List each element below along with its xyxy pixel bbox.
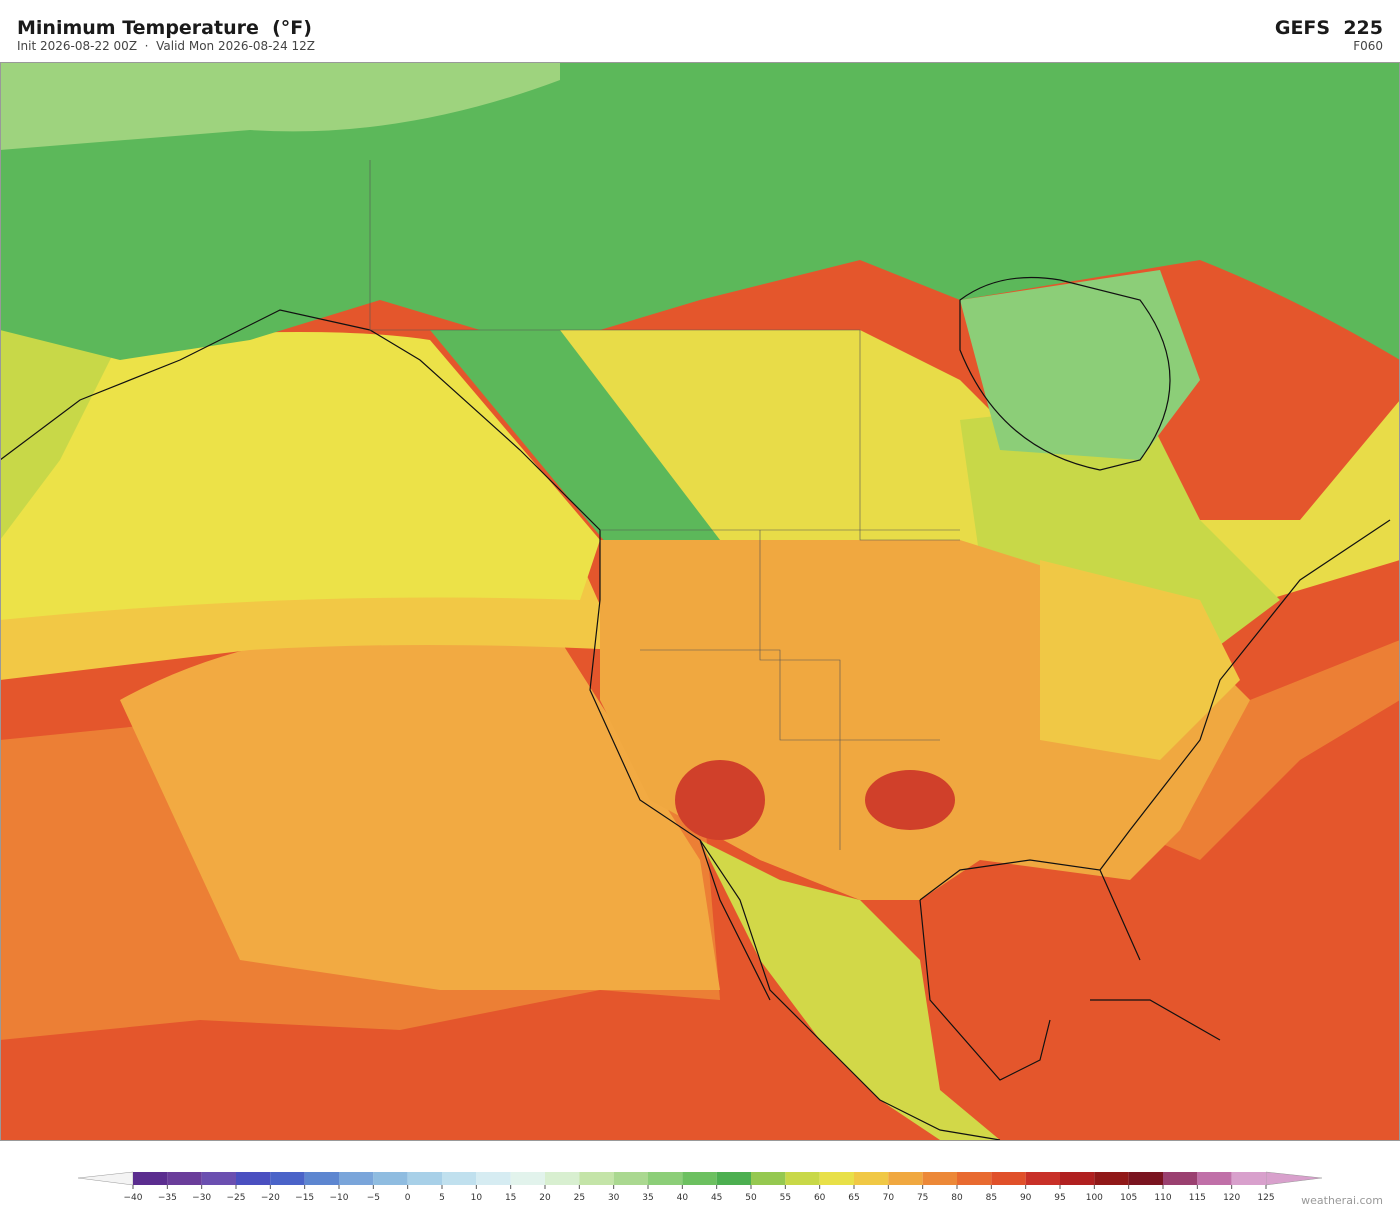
colorbar-tick-label: −40 — [124, 1193, 143, 1203]
colorbar-segment — [888, 1172, 923, 1185]
colorbar-segment — [1231, 1172, 1266, 1185]
colorbar-segment — [545, 1172, 580, 1185]
colorbar-tick-label: 35 — [642, 1193, 653, 1203]
colorbar-segment — [510, 1172, 545, 1185]
colorbar-tick-label: 90 — [1020, 1193, 1032, 1203]
colorbar-segment — [304, 1172, 339, 1185]
colorbar-tick-label: −35 — [158, 1193, 177, 1203]
colorbar-segment — [1094, 1172, 1129, 1185]
colorbar-tick-label: 70 — [883, 1193, 895, 1203]
colorbar-tick-label: 115 — [1189, 1193, 1206, 1203]
colorbar-tick-label: 30 — [608, 1193, 620, 1203]
colorbar-tick-label: −10 — [330, 1193, 349, 1203]
colorbar-segment — [682, 1172, 717, 1185]
model-label: GEFS 225 — [1275, 17, 1383, 39]
map — [0, 62, 1400, 1141]
colorbar-segment — [819, 1172, 854, 1185]
colorbar-segment — [407, 1172, 442, 1185]
colorbar-segment — [613, 1172, 648, 1185]
colorbar-segment — [133, 1172, 168, 1185]
colorbar-tick-label: 25 — [574, 1193, 585, 1203]
colorbar-tick-label: 120 — [1223, 1193, 1240, 1203]
colorbar-tick-label: 110 — [1154, 1193, 1171, 1203]
colorbar-tick-label: −5 — [367, 1193, 380, 1203]
colorbar-tick-label: 100 — [1086, 1193, 1103, 1203]
colorbar-tick-label: 20 — [539, 1193, 551, 1203]
colorbar-tick-label: 15 — [505, 1193, 516, 1203]
colorbar-segment — [957, 1172, 992, 1185]
colorbar-segment — [1060, 1172, 1095, 1185]
colorbar-tick-label: 50 — [745, 1193, 757, 1203]
colorbar-segment — [1025, 1172, 1060, 1185]
colorbar-tick-label: 105 — [1120, 1193, 1137, 1203]
colorbar-high-extension — [1265, 1171, 1323, 1186]
colorbar-tick-label: 75 — [917, 1193, 928, 1203]
colorbar-segment — [373, 1172, 408, 1185]
colorbar-segment — [1163, 1172, 1198, 1185]
colorbar-segment — [270, 1172, 305, 1185]
colorbar-tick-label: 0 — [405, 1193, 411, 1203]
colorbar-segment — [648, 1172, 683, 1185]
colorbar-segment — [339, 1172, 374, 1185]
colorbar-segment — [854, 1172, 889, 1185]
colorbar-segment — [716, 1172, 751, 1185]
colorbar-segment — [785, 1172, 820, 1185]
title: Minimum Temperature (°F) — [17, 17, 312, 39]
colorbar-segment — [236, 1172, 271, 1185]
colorbar-segment — [167, 1172, 202, 1185]
attribution: weatherai.com — [1301, 1194, 1383, 1207]
colorbar-low-extension — [77, 1171, 134, 1186]
colorbar-segment — [476, 1172, 511, 1185]
colorbar-segment — [1197, 1172, 1232, 1185]
colorbar-tick-label: 80 — [951, 1193, 963, 1203]
colorbar-segment — [991, 1172, 1026, 1185]
colorbar-tick-label: 45 — [711, 1193, 722, 1203]
colorbar-tick-label: 85 — [986, 1193, 997, 1203]
colorbar-tick-label: 60 — [814, 1193, 826, 1203]
colorbar-tick-label: −20 — [261, 1193, 280, 1203]
colorbar-segment — [442, 1172, 477, 1185]
colorbar-tick-label: −25 — [227, 1193, 246, 1203]
colorbar-tick-label: 40 — [677, 1193, 689, 1203]
colorbar-tick-label: 5 — [439, 1193, 445, 1203]
colorbar-tick-label: 10 — [471, 1193, 483, 1203]
colorbar: −40 −35 −30 −25 −20 −15 −10 −5 0 5 10 15 20 25 30 35 40 4… — [77, 1171, 1323, 1203]
subtitle: Init 2026-08-22 00Z · Valid Mon 2026-08-… — [17, 39, 315, 53]
colorbar-segment — [751, 1172, 786, 1185]
forecast-hour: F060 — [1353, 39, 1383, 53]
colorbar-segment — [922, 1172, 957, 1185]
colorbar-tick-label: 95 — [1054, 1193, 1065, 1203]
colorbar-tick-label: −30 — [192, 1193, 211, 1203]
colorbar-tick-label: 125 — [1257, 1193, 1274, 1203]
colorbar-tick-label: 65 — [848, 1193, 859, 1203]
colorbar-tick-label: 55 — [780, 1193, 791, 1203]
colorbar-segment — [1128, 1172, 1163, 1185]
colorbar-segment — [201, 1172, 236, 1185]
colorbar-segment — [579, 1172, 614, 1185]
colorbar-tick-label: −15 — [295, 1193, 314, 1203]
